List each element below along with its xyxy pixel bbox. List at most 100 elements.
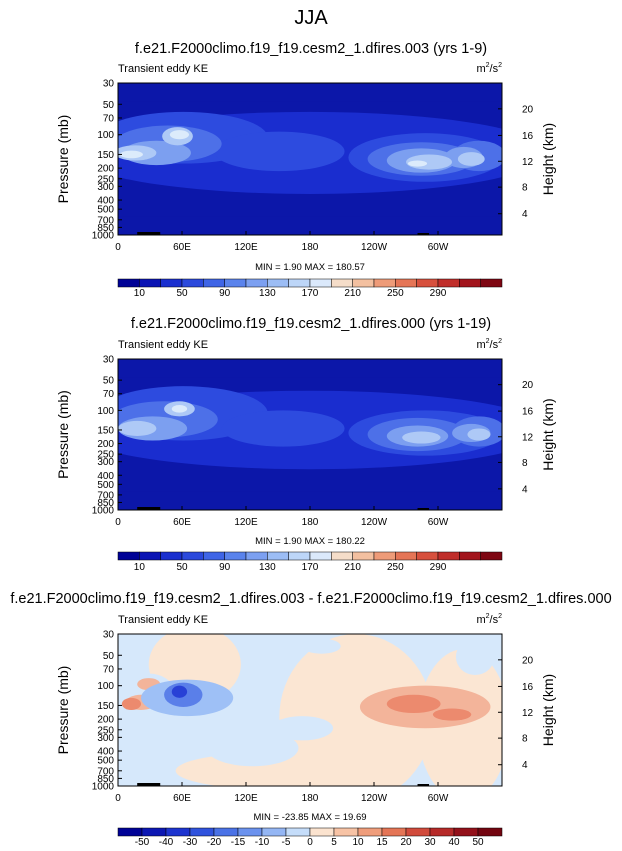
y-tick-label: 700 <box>97 766 114 777</box>
y2-axis-label: Height (km) <box>540 674 556 746</box>
contour-region <box>119 150 143 159</box>
units-sup: 2 <box>498 338 502 345</box>
colorbar-swatch <box>117 827 143 837</box>
topography-mask <box>137 507 161 510</box>
units-sup: 2 <box>486 62 490 69</box>
topography-mask <box>417 784 430 786</box>
colorbar-swatch <box>437 278 460 288</box>
colorbar-swatch <box>288 278 311 288</box>
y2-tick-label: 8 <box>522 458 528 469</box>
colorbar-label: 210 <box>344 288 361 299</box>
units-sup: 2 <box>486 338 490 345</box>
y-tick-label: 850 <box>97 774 114 785</box>
y2-tick-label: 8 <box>522 734 528 745</box>
x-tick-label: 60W <box>428 517 449 528</box>
y-tick-label: 70 <box>103 389 115 400</box>
y-tick-label: 250 <box>97 174 114 185</box>
y-tick-label: 300 <box>97 182 114 193</box>
plot-area <box>118 359 502 510</box>
units-label: m2/s2 <box>476 62 502 75</box>
colorbar-swatch <box>331 551 353 561</box>
min-max-stats: MIN = 1.90 MAX = 180.57 <box>255 262 365 273</box>
x-tick-label: 120E <box>234 793 258 804</box>
colorbar-label: 20 <box>400 837 412 848</box>
units-sup: 2 <box>498 62 502 69</box>
panel-title: f.e21.F2000climo.f19_f19.cesm2_1.dfires.… <box>135 41 487 57</box>
colorbar-label: -10 <box>255 837 270 848</box>
colorbar-swatch <box>381 827 407 837</box>
colorbar-label: 10 <box>134 562 146 573</box>
topography-mask <box>417 508 430 510</box>
y2-tick-label: 12 <box>522 432 534 443</box>
colorbar-swatch <box>141 827 167 837</box>
colorbar-label: 210 <box>344 562 361 573</box>
y-tick-label: 30 <box>103 355 115 366</box>
y2-tick-label: 4 <box>522 209 528 220</box>
colorbar-swatch <box>352 551 375 561</box>
colorbar-label: 170 <box>302 288 319 299</box>
y2-tick-label: 16 <box>522 407 534 418</box>
max-label: MAX = <box>311 812 342 823</box>
y2-tick-label: 16 <box>522 131 534 142</box>
colorbar-swatch <box>203 551 225 561</box>
max-label: MAX = <box>304 536 335 547</box>
colorbar-label: 10 <box>134 288 146 299</box>
colorbar-label: 50 <box>472 837 484 848</box>
plot-area <box>118 83 502 235</box>
colorbar-swatch <box>160 551 183 561</box>
units-base: m <box>476 339 485 351</box>
panel-1: f.e21.F2000climo.f19_f19.cesm2_1.dfires.… <box>55 41 556 299</box>
max-label: MAX = <box>304 262 335 273</box>
colorbar-swatch <box>224 278 247 288</box>
colorbar-swatch <box>245 551 268 561</box>
max-value: 180.22 <box>336 536 365 547</box>
colorbar-label: 250 <box>387 288 404 299</box>
contour-region <box>455 638 495 676</box>
x-tick-label: 0 <box>115 793 121 804</box>
units-mid: /s <box>490 339 499 351</box>
min-value: 1.90 <box>283 262 304 273</box>
y-tick-label: 200 <box>97 439 114 450</box>
panel-3: f.e21.F2000climo.f19_f19.cesm2_1.dfires.… <box>10 591 611 848</box>
min-max-stats: MIN = -23.85 MAX = 19.69 <box>253 812 366 823</box>
y2-tick-label: 12 <box>522 708 534 719</box>
colorbar-swatch <box>237 827 263 837</box>
colorbar-label: 0 <box>307 837 313 848</box>
contour-region <box>279 634 433 786</box>
y-tick-label: 200 <box>97 164 114 175</box>
y2-tick-label: 16 <box>522 682 534 693</box>
y2-tick-label: 4 <box>522 484 528 495</box>
colorbar-swatch <box>181 278 204 288</box>
colorbar-swatch <box>459 551 481 561</box>
colorbar-swatch <box>267 278 289 288</box>
colorbar-swatch <box>261 827 287 837</box>
colorbar-swatch <box>373 551 396 561</box>
colorbar-label: 90 <box>219 562 231 573</box>
colorbar-swatch <box>373 278 396 288</box>
colorbar-swatch <box>224 551 247 561</box>
y-tick-label: 1000 <box>92 782 115 793</box>
colorbar-label: -50 <box>135 837 150 848</box>
units-sup: 2 <box>498 613 502 620</box>
y-tick-label: 70 <box>103 664 115 675</box>
x-tick-label: 60E <box>173 242 191 253</box>
x-tick-label: 120E <box>234 517 258 528</box>
colorbar-swatch <box>267 551 289 561</box>
colorbar-label: 290 <box>430 288 447 299</box>
colorbar-swatch <box>139 551 161 561</box>
y-tick-label: 50 <box>103 100 115 111</box>
y-tick-label: 100 <box>97 681 114 692</box>
y2-tick-label: 8 <box>522 183 528 194</box>
colorbar-swatch <box>285 827 311 837</box>
y2-axis-label: Height (km) <box>540 123 556 195</box>
colorbar-label: 40 <box>448 837 460 848</box>
y-tick-label: 400 <box>97 471 114 482</box>
colorbar-swatch <box>288 551 311 561</box>
max-value: 19.69 <box>343 812 367 823</box>
x-tick-label: 60W <box>428 242 449 253</box>
y-tick-label: 500 <box>97 756 114 767</box>
colorbar-swatch <box>203 278 225 288</box>
variable-label: Transient eddy KE <box>118 63 208 75</box>
y-tick-label: 150 <box>97 150 114 161</box>
colorbar-label: -30 <box>183 837 198 848</box>
